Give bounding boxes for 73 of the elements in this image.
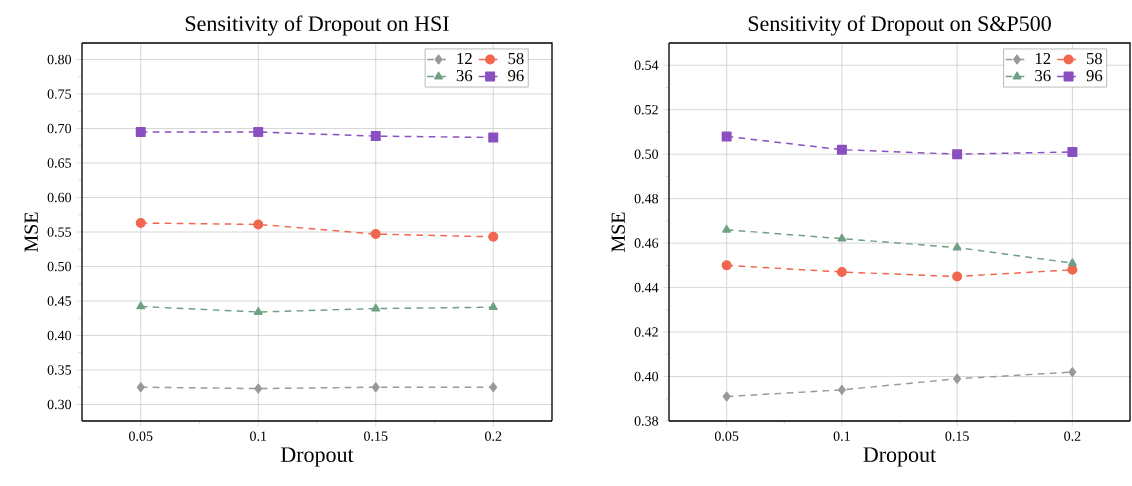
- legend-label: 12: [1035, 52, 1051, 64]
- point: [254, 383, 263, 394]
- point: [953, 373, 962, 384]
- y-tick-label: 0.80: [47, 54, 72, 65]
- x-tick-label: 0.15: [945, 431, 969, 441]
- point: [135, 218, 146, 229]
- point: [253, 126, 264, 137]
- y-tick-label: 0.52: [634, 104, 658, 115]
- y-tick-label: 0.38: [634, 416, 659, 426]
- point: [371, 303, 381, 312]
- x-tick-label: 0.2: [485, 431, 502, 441]
- x-tick-label: 0.05: [129, 431, 153, 441]
- point: [136, 301, 146, 310]
- legend-label: 36: [1035, 70, 1051, 82]
- y-tick-label: 0.46: [634, 238, 659, 248]
- y-tick-label: 0.54: [634, 60, 659, 70]
- point: [836, 267, 847, 278]
- x-tick-label: 0.15: [364, 431, 388, 441]
- point: [135, 126, 146, 137]
- point: [1067, 146, 1078, 157]
- y-tick-label: 0.40: [47, 330, 72, 341]
- point: [370, 131, 381, 142]
- point: [1067, 258, 1077, 266]
- y-tick-label: 0.35: [47, 365, 72, 375]
- y-tick-label: 0.42: [634, 327, 658, 337]
- y-tick-label: 0.70: [47, 123, 72, 134]
- x-tick-label: 0.05: [714, 431, 739, 441]
- point: [253, 307, 263, 315]
- x-tick-label: 0.1: [833, 431, 850, 441]
- point: [722, 224, 732, 233]
- chart-title: Sensitivity of Dropout on S&P500: [748, 15, 1051, 36]
- point: [952, 149, 963, 160]
- y-axis-title: MSE: [24, 212, 38, 252]
- y-tick-label: 0.40: [634, 371, 659, 382]
- y-tick-label: 0.45: [47, 296, 72, 306]
- y-tick-label: 0.48: [634, 193, 659, 204]
- x-tick-label: 0.2: [1064, 431, 1081, 441]
- legend-label: 36: [456, 70, 473, 82]
- point: [488, 132, 499, 143]
- point: [837, 233, 847, 242]
- y-axis-title: MSE: [611, 212, 625, 252]
- point: [721, 131, 732, 142]
- y-tick-label: 0.50: [634, 149, 659, 159]
- point: [837, 384, 846, 395]
- y-tick-label: 0.44: [634, 282, 659, 293]
- y-tick-label: 0.75: [47, 89, 72, 99]
- point: [952, 242, 962, 251]
- point: [136, 382, 145, 393]
- point: [721, 260, 732, 271]
- legend-label: 96: [508, 70, 524, 82]
- legend-label: 58: [1086, 52, 1103, 65]
- point: [489, 382, 498, 393]
- y-tick-label: 0.30: [47, 399, 72, 410]
- y-tick-label: 0.60: [47, 192, 72, 203]
- x-tick-label: 0.1: [250, 431, 267, 441]
- point: [722, 391, 731, 402]
- x-axis-title: Dropout: [280, 447, 354, 467]
- point: [1068, 367, 1077, 378]
- point: [370, 229, 381, 240]
- y-tick-label: 0.55: [47, 227, 72, 237]
- point: [488, 302, 498, 311]
- legend-label: 96: [1086, 70, 1103, 82]
- chart-title: Sensitivity of Dropout on HSI: [185, 15, 449, 36]
- y-tick-label: 0.50: [47, 261, 72, 272]
- legend-label: 12: [457, 52, 472, 64]
- point: [952, 271, 963, 282]
- legend-label: 58: [508, 52, 524, 65]
- x-axis-title: Dropout: [863, 447, 937, 467]
- y-tick-label: 0.65: [47, 158, 72, 168]
- point: [836, 144, 847, 155]
- point: [253, 219, 264, 230]
- point: [371, 382, 380, 393]
- point: [488, 231, 499, 242]
